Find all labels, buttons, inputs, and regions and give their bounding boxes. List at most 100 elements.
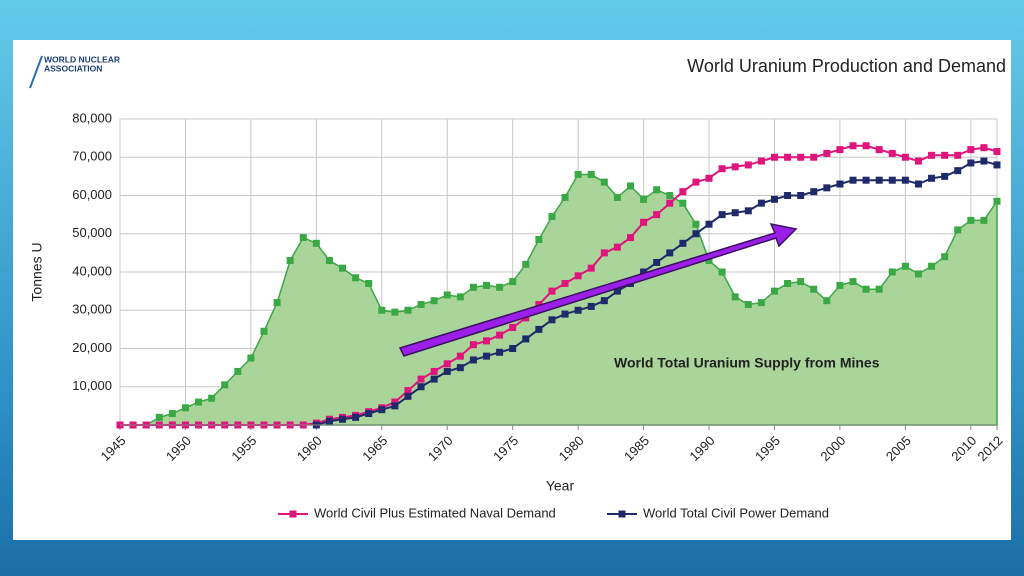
data-point [456,352,464,360]
data-point [993,161,1001,169]
data-point [862,176,870,184]
data-point [731,163,739,171]
data-point [561,279,569,287]
y-tick-label: 40,000 [72,263,112,278]
data-point [456,364,464,372]
data-point [692,220,700,228]
data-point [967,146,975,154]
data-point [430,375,438,383]
data-point [914,157,922,165]
data-point [797,278,805,286]
data-point [600,249,608,257]
data-point [496,331,504,339]
data-point [600,297,608,305]
legend-marker [289,510,297,518]
data-point [483,337,491,345]
data-point [443,367,451,375]
data-point [744,301,752,309]
data-point [404,306,412,314]
data-point [352,274,360,282]
data-point [731,293,739,301]
data-point [234,367,242,375]
data-point [626,234,634,242]
data-point [954,226,962,234]
data-point [993,197,1001,205]
data-point [784,153,792,161]
data-point [810,285,818,293]
data-point [875,285,883,293]
data-point [469,356,477,364]
data-point [469,283,477,291]
data-point [967,216,975,224]
data-point [339,415,347,423]
data-point [522,260,530,268]
data-point [914,270,922,278]
annotation: World Total Uranium Supply from Mines [614,355,880,371]
data-point [496,283,504,291]
data-point [836,281,844,289]
data-point [574,170,582,178]
data-point [954,151,962,159]
data-point [365,410,373,418]
data-point [312,239,320,247]
data-point [836,180,844,188]
logo-line-1: WORLD NUCLEAR [44,54,120,64]
data-point [574,306,582,314]
data-point [535,325,543,333]
data-point [679,188,687,196]
data-point [692,178,700,186]
data-point [273,299,281,307]
data-point [483,281,491,289]
data-point [430,367,438,375]
data-point [299,234,307,242]
data-point [914,180,922,188]
y-tick-label: 20,000 [72,340,112,355]
data-point [928,151,936,159]
data-point [901,153,909,161]
data-point [548,287,556,295]
data-point [757,299,765,307]
data-point [980,157,988,165]
y-tick-label: 70,000 [72,149,112,164]
data-point [901,262,909,270]
data-point [613,243,621,251]
data-point [954,167,962,175]
data-point [391,402,399,410]
data-point [417,375,425,383]
data-point [941,151,949,159]
data-point [483,352,491,360]
data-point [888,176,896,184]
data-point [784,279,792,287]
data-point [404,387,412,395]
data-point [587,264,595,272]
data-point [417,301,425,309]
data-point [653,258,661,266]
data-point [168,410,176,418]
logo-mark [29,55,43,89]
logo-line-2: ASSOCIATION [44,63,102,73]
data-point [901,176,909,184]
data-point [744,161,752,169]
data-point [797,153,805,161]
legend-marker [618,510,626,518]
legend-label: World Total Civil Power Demand [643,505,829,520]
data-point [352,413,360,421]
data-point [247,354,255,362]
data-point [744,207,752,215]
data-point [417,383,425,391]
data-point [221,381,229,389]
data-point [325,257,333,265]
data-point [705,257,713,265]
data-point [705,174,713,182]
data-point [613,193,621,201]
data-point [770,195,778,203]
data-point [928,174,936,182]
data-point [770,287,778,295]
data-point [286,257,294,265]
data-point [613,287,621,295]
data-point [718,165,726,173]
data-point [469,341,477,349]
data-point [849,142,857,150]
data-point [181,404,189,412]
